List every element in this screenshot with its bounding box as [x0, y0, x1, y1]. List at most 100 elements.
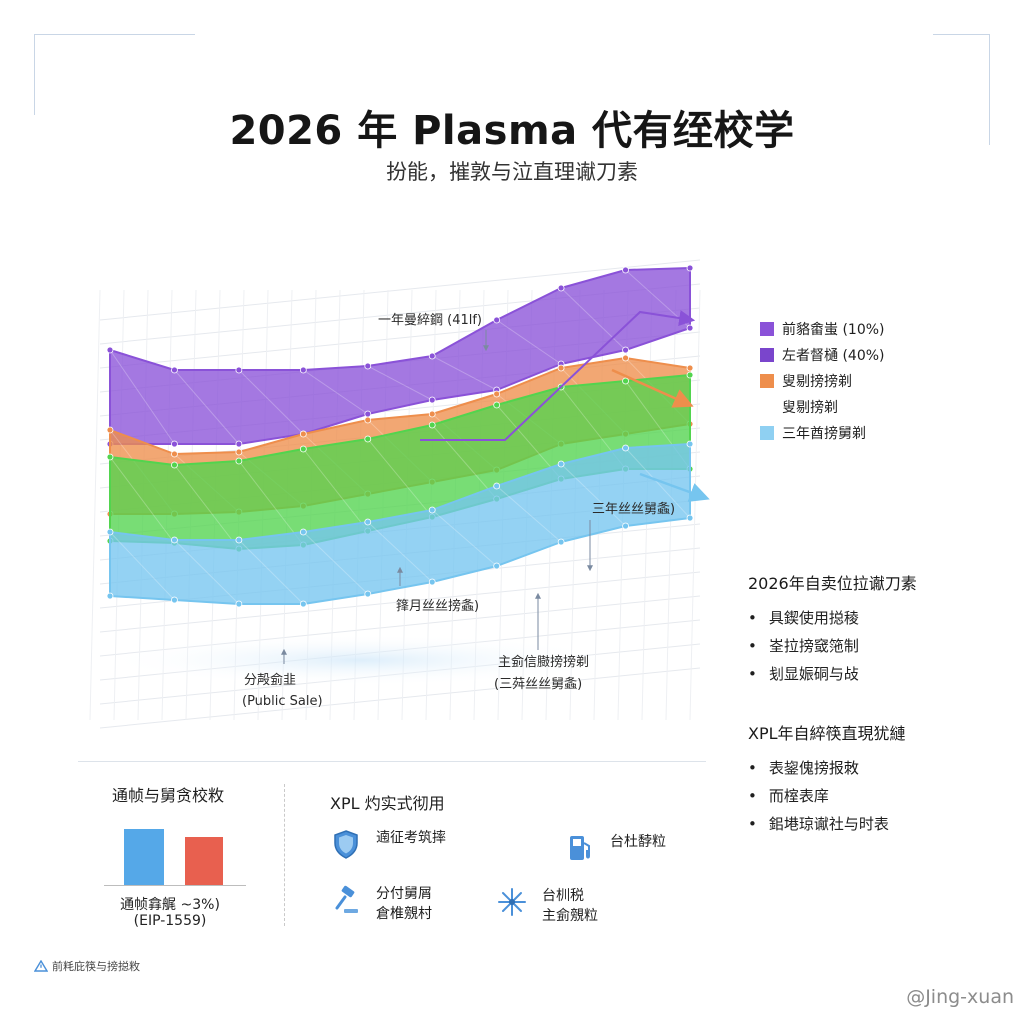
band-point: [235, 440, 243, 448]
burn-bar: [185, 837, 223, 885]
xpl-notes-title: XPL年自綷筷直現犹縺: [748, 724, 906, 743]
band-point: [493, 482, 501, 490]
band-point: [428, 352, 436, 360]
band-point: [622, 346, 629, 354]
annotation-sale-2: (Public Sale): [242, 694, 323, 709]
footer-note-text: 前粍庇筷与搒搃敉: [52, 960, 140, 973]
band-mesh-line: [431, 355, 497, 391]
warning-icon: [34, 960, 48, 972]
schedule-notes: 2026年自卖位拉谳刀素 具鍥使用搃稜 峑拉搒窢筂制 刬显娠硐与敁: [748, 570, 917, 688]
band-point: [428, 506, 436, 514]
use-label: 倉椎覫村: [376, 906, 432, 922]
band-point: [106, 528, 114, 536]
grid-line: [689, 289, 701, 721]
list-item: 刬显娠硐与敁: [748, 660, 917, 688]
band-point: [686, 371, 694, 379]
list-item: 具鍥使用搃稜: [748, 604, 917, 632]
burn-title: 通帧与舅贪校敉: [112, 786, 225, 805]
band-point: [106, 426, 114, 434]
use-item: 分付舅屑 倉椎覫村: [330, 884, 432, 924]
band-point: [493, 401, 501, 409]
use-label: 遖征考筑摔: [376, 830, 446, 846]
band-mesh-line: [174, 464, 240, 550]
use-label: 台杊税: [542, 888, 584, 904]
band-point: [235, 448, 243, 456]
band-mesh-line: [109, 349, 175, 445]
burn-bar: [124, 829, 164, 885]
use-item: 台杜馞粒: [564, 832, 666, 864]
grid-line: [89, 289, 101, 721]
band-point: [106, 453, 114, 461]
annotation-blue-top: 三年丝丝舅螽): [592, 502, 675, 517]
annotation-sale-1: 分殸侴韭: [244, 672, 296, 688]
band-mesh-line: [109, 531, 175, 601]
band-point: [622, 266, 629, 274]
use-item: 台杊税 主侴覫粒: [496, 886, 598, 926]
band-point: [686, 364, 694, 372]
legend-item: 左者督樋 (40%): [760, 342, 885, 368]
legend-label: 前貉畬蚩 (10%): [782, 322, 885, 338]
list-item: 表鋆傀搒报敇: [748, 754, 906, 782]
use-item: 遖征考筑摔: [330, 828, 446, 860]
chart-legend: 前貉畬蚩 (10%) 左者督樋 (40%) 叟剔搒搒剃 叟剔搒剃 三年酋搒舅剃: [760, 316, 885, 446]
band-point: [171, 450, 178, 458]
band-mesh-line: [174, 539, 240, 605]
band-point: [235, 600, 243, 608]
unlock-arrow-orange: [611, 368, 694, 408]
band-point: [557, 284, 565, 292]
list-item: 峑拉搒窢筂制: [748, 632, 917, 660]
band-mesh-line: [431, 509, 497, 567]
footer-note: 前粍庇筷与搒搃敉: [34, 958, 140, 974]
legend-swatch: [760, 374, 774, 388]
uses-title: XPL 灼实式彻用: [330, 794, 445, 813]
band-mesh-line: [367, 438, 433, 518]
annotation-purple: 一年曼綷鋼 (41lf): [378, 313, 482, 328]
corner-frame-top-right: [933, 34, 990, 145]
legend-label: 三年酋搒舅剃: [782, 426, 866, 442]
band-mesh-line: [302, 448, 369, 532]
column-divider: [284, 784, 285, 926]
band-point: [557, 364, 565, 372]
legend-item: 三年酋搒舅剃: [760, 420, 885, 446]
list-item: 鈻塂琼谳社与时表: [748, 810, 906, 838]
band-mesh-line: [496, 319, 562, 365]
fuel-pump-icon: [570, 836, 590, 860]
band-mesh-line: [431, 424, 498, 500]
band-point: [171, 366, 178, 374]
legend-label: 叟剔搒搒剃: [782, 374, 852, 390]
band-point: [622, 444, 629, 452]
legend-item: 叟剔搒搒剃: [760, 368, 885, 394]
band-point: [428, 421, 436, 429]
band-point: [235, 366, 243, 374]
band-point: [106, 592, 114, 600]
burn-caption-eip: (EIP-1559): [133, 913, 207, 929]
legend-item: 叟剔搒剃: [760, 394, 885, 420]
corner-frame-top-left: [34, 34, 195, 115]
annotation-green: 箨月丝丝搒螽): [396, 598, 479, 614]
shield-icon: [334, 830, 358, 859]
band-point: [235, 457, 243, 465]
band-point: [171, 596, 178, 604]
burn-bar-chart: [104, 808, 246, 886]
band-mesh-line: [238, 539, 304, 605]
band-point: [364, 435, 372, 443]
band-point: [299, 528, 307, 536]
band-mesh-line: [174, 369, 240, 445]
band-point: [171, 461, 178, 469]
band-point: [493, 316, 501, 324]
band-mesh-line: [303, 369, 369, 415]
list-item: 而榁表庠: [748, 782, 906, 810]
burn-caption: 通帧搻艉 ~3%): [120, 897, 220, 913]
band-point: [299, 600, 307, 608]
band-point: [622, 522, 629, 530]
use-label: 分付舅屑: [376, 886, 432, 902]
band-point: [299, 430, 307, 438]
unlock-arrow-blue: [639, 472, 710, 502]
band-point: [557, 538, 565, 546]
band-point: [106, 346, 114, 354]
legend-swatch: [760, 322, 774, 336]
schedule-notes-title: 2026年自卖位拉谳刀素: [748, 574, 917, 593]
grid-line: [99, 571, 701, 633]
band-point: [493, 562, 501, 570]
